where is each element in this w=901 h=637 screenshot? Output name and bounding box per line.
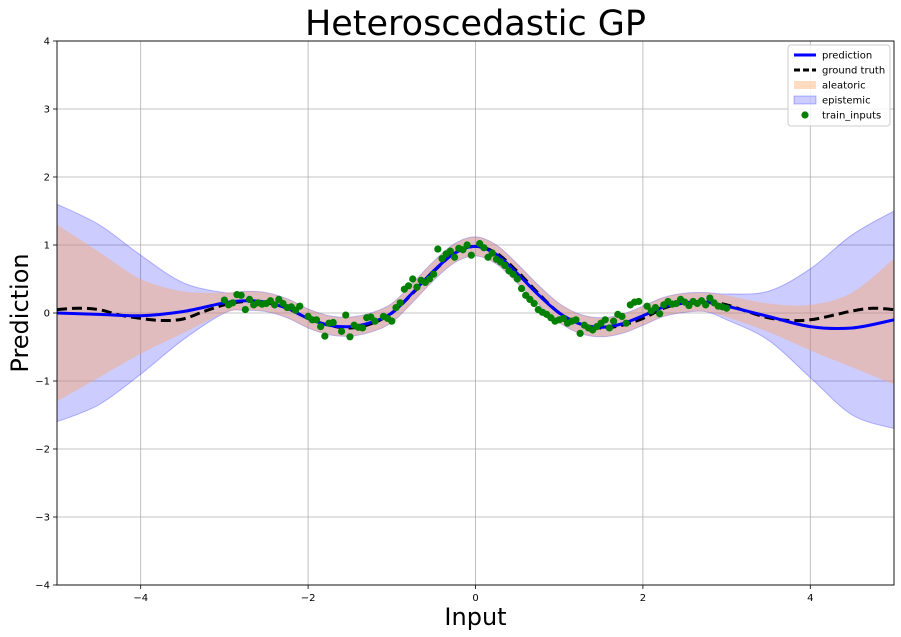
train-input-point <box>450 253 459 261</box>
train-input-point <box>296 302 304 310</box>
train-input-point <box>480 244 488 252</box>
plot-series <box>57 203 894 430</box>
x-axis-label: Input <box>444 603 506 631</box>
train-input-point <box>425 275 434 283</box>
train-input-point <box>396 299 404 307</box>
legend-marker-train-inputs <box>801 111 809 119</box>
y-tick-label: 3 <box>44 105 50 116</box>
x-tick-label: 0 <box>472 593 478 604</box>
train-input-point <box>430 270 438 278</box>
legend-label: epistemic <box>822 96 871 107</box>
plot-area: −4 −2 0 2 4 −4 −3 −2 −1 0 1 2 3 4 <box>35 37 895 604</box>
train-input-point <box>605 324 614 332</box>
legend-label: aleatoric <box>822 81 866 92</box>
train-input-point <box>337 327 346 335</box>
y-tick-label: −2 <box>35 445 50 456</box>
train-input-point <box>463 241 471 249</box>
legend-label: prediction <box>822 51 872 62</box>
train-input-point <box>413 283 421 291</box>
train-input-point <box>488 249 496 257</box>
train-input-point <box>229 299 237 307</box>
legend-marker-epistemic <box>793 95 817 105</box>
train-input-point <box>371 317 379 325</box>
train-input-point <box>723 304 731 312</box>
train-input-point <box>513 275 521 283</box>
y-tick-label: 1 <box>44 241 50 252</box>
train-input-point <box>342 311 350 319</box>
train-input-point <box>622 319 630 327</box>
legend-marker-aleatoric <box>794 81 816 89</box>
train-input-point <box>346 333 354 341</box>
train-input-point <box>321 332 329 340</box>
train-input-point <box>392 303 400 312</box>
train-input-point <box>635 297 643 306</box>
train-input-point <box>643 302 651 310</box>
train-input-point <box>459 246 467 254</box>
legend-label: ground truth <box>822 66 885 77</box>
aleatoric-band <box>57 224 894 402</box>
legend-box <box>787 44 891 127</box>
train-input-point <box>312 316 321 324</box>
train-input-point <box>572 316 580 324</box>
train-input-point <box>241 306 249 314</box>
train-input-point <box>618 312 626 320</box>
train-input-point <box>509 270 517 278</box>
train-input-point <box>245 295 254 303</box>
train-input-point <box>706 294 714 302</box>
train-input-point <box>388 317 396 325</box>
y-tick-label: 2 <box>44 173 50 184</box>
train-input-point <box>530 299 538 308</box>
train-input-point <box>404 282 413 290</box>
chart-title: Heteroscedastic GP <box>305 4 646 44</box>
train-input-point <box>656 310 664 318</box>
y-axis-label: Prediction <box>6 253 34 372</box>
train-input-point <box>467 251 475 259</box>
train-input-point <box>237 291 245 299</box>
train-input-point <box>438 255 446 263</box>
legend: prediction ground truth aleatoric epistemic… <box>787 44 891 127</box>
y-tick-label: −3 <box>35 513 50 524</box>
x-tick-label: −4 <box>133 593 148 604</box>
x-tick-label: 4 <box>807 593 813 604</box>
x-tick-label: 2 <box>640 593 646 604</box>
y-tick-label: −1 <box>35 377 50 388</box>
train-input-point <box>559 314 567 323</box>
train-input-point <box>446 247 454 255</box>
train-input-point <box>271 301 279 309</box>
train-input-point <box>501 261 509 269</box>
train-input-point <box>702 301 710 309</box>
y-tick-label: 0 <box>44 309 50 320</box>
y-tick-label: −4 <box>35 581 50 592</box>
legend-label: train_inputs <box>822 111 881 122</box>
train-input-point <box>517 284 526 293</box>
train-input-point <box>610 317 618 325</box>
train-input-point <box>434 245 442 253</box>
train-input-point <box>409 275 417 283</box>
train-input-point <box>358 324 367 332</box>
train-input-point <box>651 303 660 312</box>
y-tick-label: 4 <box>44 37 50 48</box>
train-input-point <box>329 318 337 327</box>
train-input-point <box>317 323 325 331</box>
train-input-point <box>220 296 228 304</box>
train-input-point <box>576 329 584 337</box>
x-tick-label: −2 <box>301 593 316 604</box>
train-input-point <box>601 316 609 324</box>
